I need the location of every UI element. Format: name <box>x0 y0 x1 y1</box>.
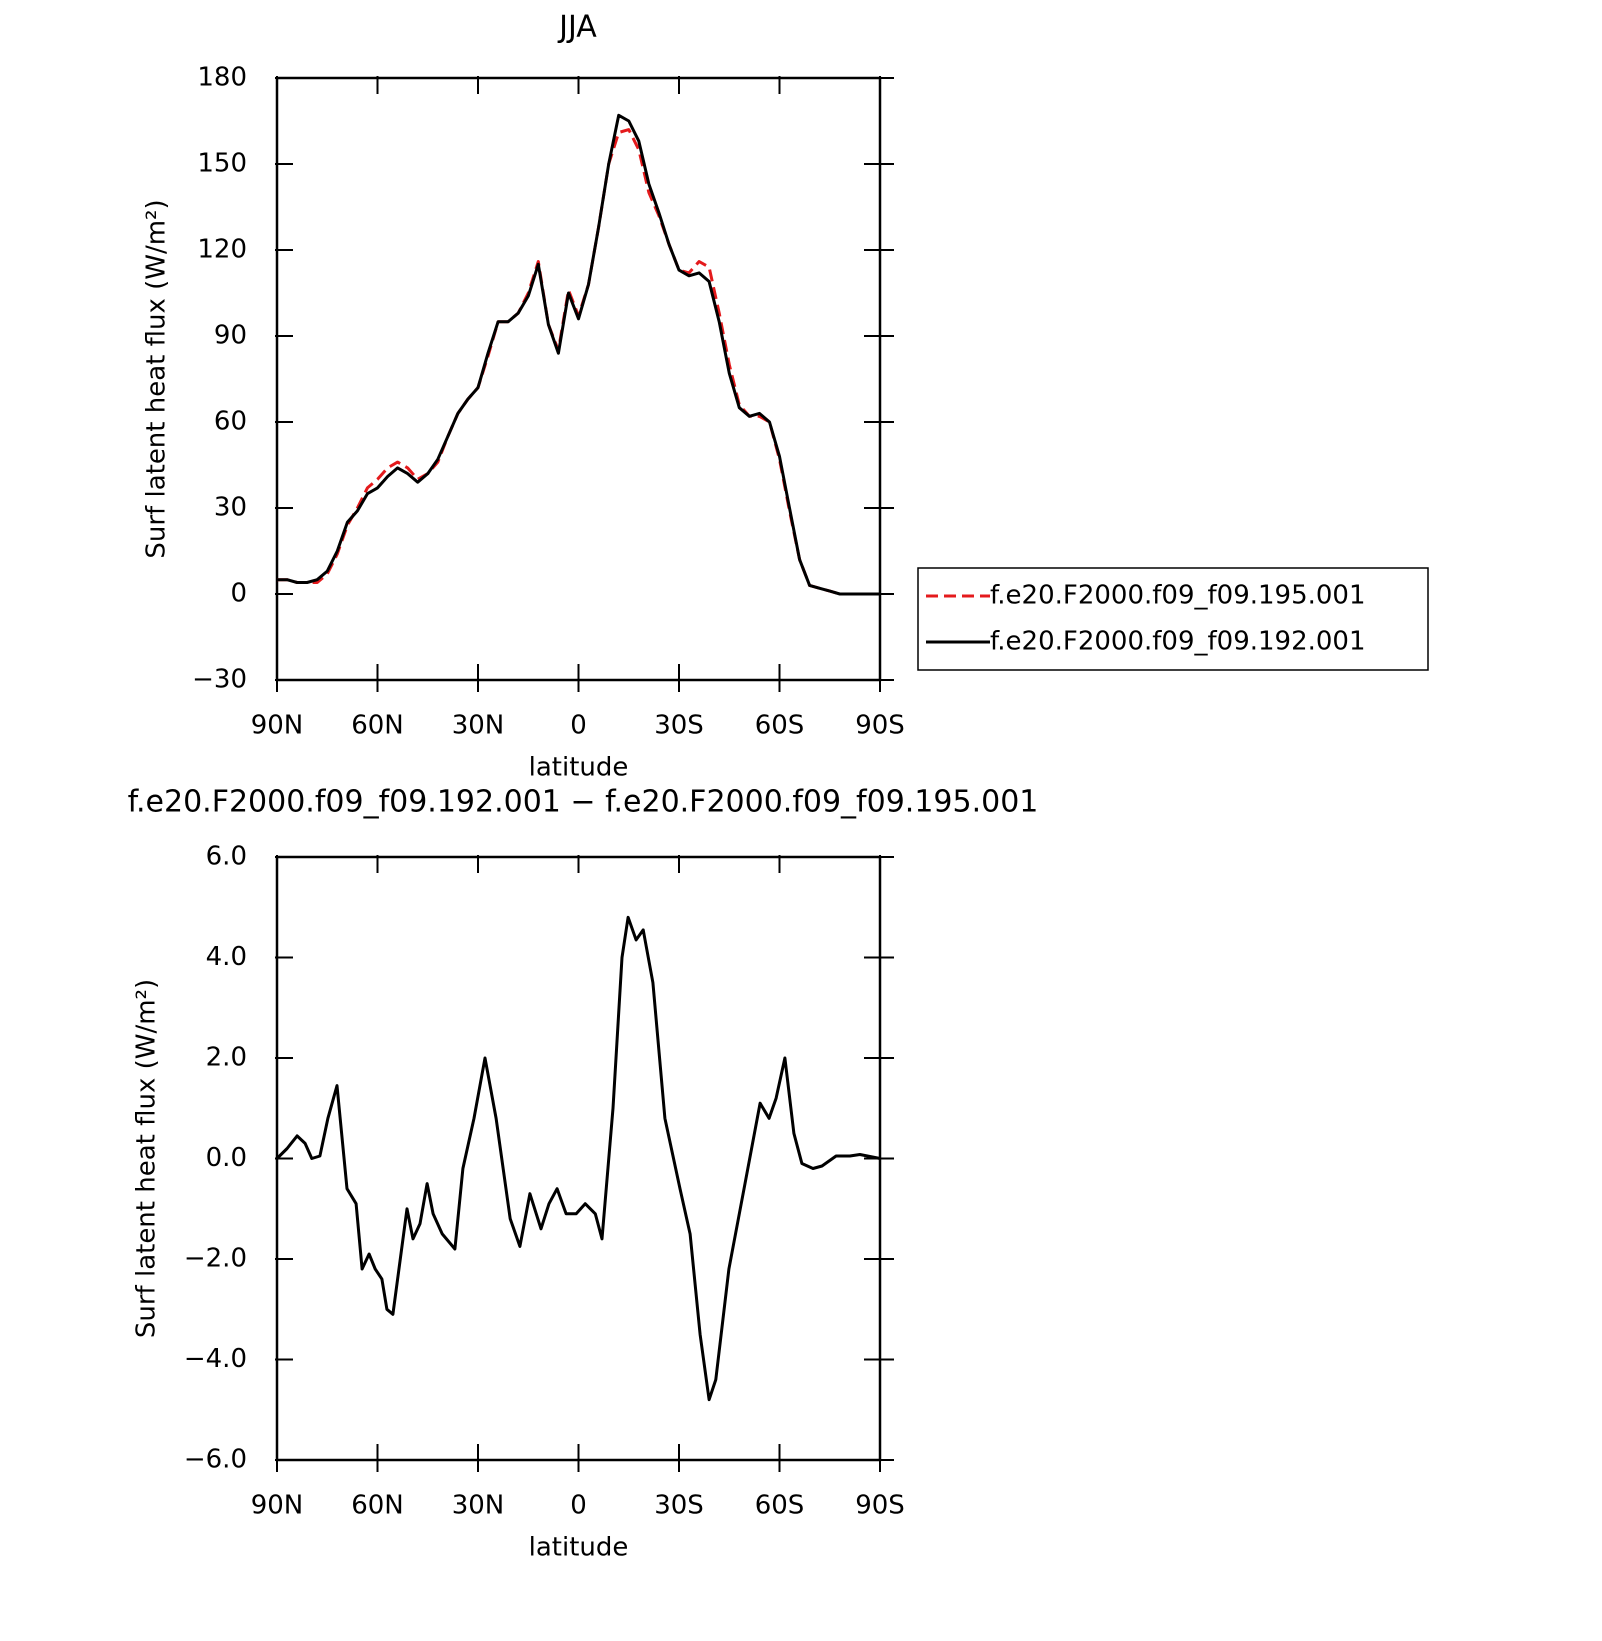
y-tick-label: 150 <box>197 149 247 179</box>
y-tick-label: 90 <box>214 321 247 351</box>
x-tick-label: 30S <box>654 711 704 741</box>
y-tick-label: 180 <box>197 63 247 93</box>
y-tick-label: 6.0 <box>206 842 247 872</box>
legend-label: f.e20.F2000.f09_f09.195.001 <box>990 581 1366 611</box>
legend-box <box>917 567 1429 671</box>
y-tick-label: −30 <box>192 665 247 695</box>
plot-frame <box>275 76 882 682</box>
x-axis-label: latitude <box>529 753 629 783</box>
y-axis-label: Surf latent heat flux (W/m²) <box>142 199 172 558</box>
x-tick-label: 30N <box>452 1491 505 1521</box>
x-tick-label: 90S <box>855 711 905 741</box>
y-tick-label: 0.0 <box>206 1143 247 1173</box>
x-tick-label: 90S <box>855 1491 905 1521</box>
y-tick-label: −6.0 <box>184 1445 247 1475</box>
plot-frame <box>275 855 882 1462</box>
series-line <box>277 113 880 596</box>
y-tick-label: −4.0 <box>184 1344 247 1374</box>
series-line <box>277 128 880 596</box>
y-tick-label: 0 <box>230 579 247 609</box>
y-tick-label: 2.0 <box>206 1043 247 1073</box>
x-tick-label: 0 <box>570 711 587 741</box>
x-tick-label: 90N <box>251 711 304 741</box>
y-tick-label: −2.0 <box>184 1244 247 1274</box>
x-tick-label: 60N <box>351 1491 404 1521</box>
x-tick-label: 60S <box>755 1491 805 1521</box>
x-tick-label: 90N <box>251 1491 304 1521</box>
y-tick-label: 30 <box>214 493 247 523</box>
x-tick-label: 30N <box>452 711 505 741</box>
series-line <box>275 915 881 1402</box>
chart-title: JJA <box>557 10 597 45</box>
y-tick-label: 60 <box>214 407 247 437</box>
chart-title: f.e20.F2000.f09_f09.192.001 − f.e20.F200… <box>128 785 1039 820</box>
legend-label: f.e20.F2000.f09_f09.192.001 <box>990 627 1366 657</box>
y-tick-label: 120 <box>197 235 247 265</box>
x-tick-label: 60S <box>755 711 805 741</box>
x-tick-label: 60N <box>351 711 404 741</box>
x-axis-label: latitude <box>529 1533 629 1563</box>
x-tick-label: 0 <box>570 1491 587 1521</box>
y-axis-label: Surf latent heat flux (W/m²) <box>132 979 162 1338</box>
y-tick-label: 4.0 <box>206 942 247 972</box>
x-tick-label: 30S <box>654 1491 704 1521</box>
